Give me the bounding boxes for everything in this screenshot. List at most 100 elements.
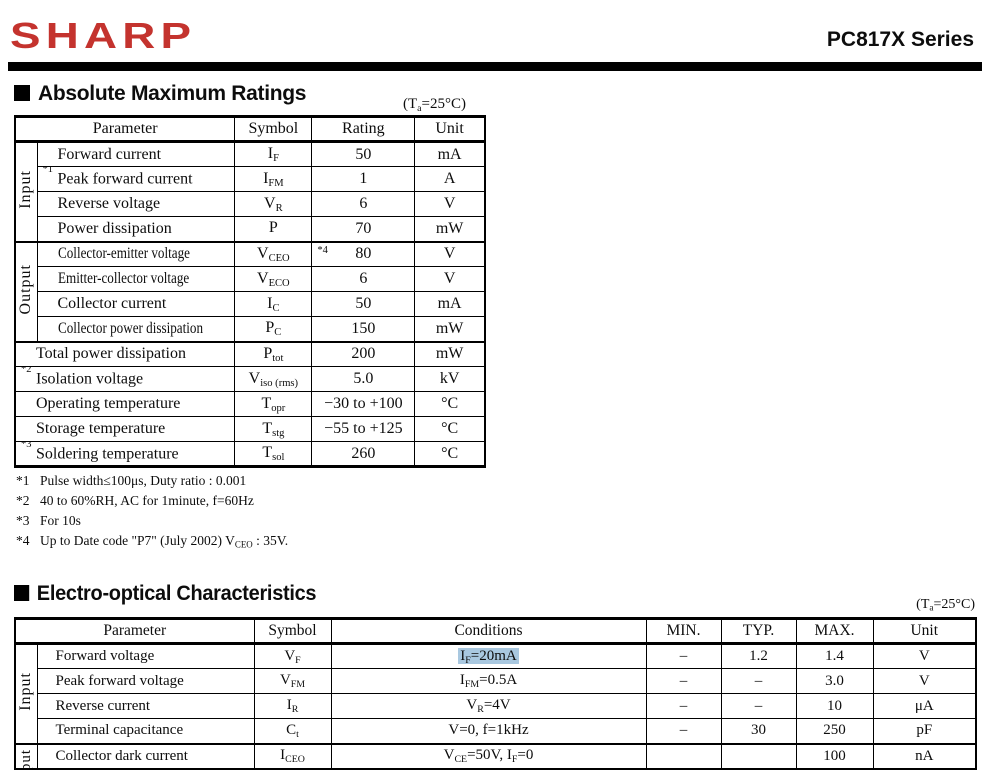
col-rating: Rating [311,116,416,143]
section-title: Electro-optical Characteristics [14,582,317,606]
header-divider-bar [8,62,982,71]
table-row: Collector power dissipation PC 150 mW [15,316,486,342]
rating-cell: *4 80 [311,240,416,267]
table-row: Power dissipation P 70 mW [15,216,486,242]
unit-cell: mA [414,141,486,167]
symbol-cell: Ct [253,718,332,744]
unit-cell: mA [414,291,486,317]
max-cell: 1.4 [795,643,874,669]
unit-cell: mW [414,316,486,342]
rating-cell: 50 [311,141,416,167]
table-row: *1Peak forward current IFM 1 A [15,166,486,192]
col-unit: Unit [414,116,486,143]
table-row: Terminal capacitance Ct V=0, f=1kHz – 30… [15,718,977,744]
ambient-temp-note: (Ta=25°C) [402,96,466,114]
symbol-cell: PC [234,316,313,342]
param-cell: Storage temperature [14,416,236,442]
rating-cell: −55 to +125 [311,416,416,442]
table-row: Output Collector dark current ICEO VCE=5… [14,742,977,769]
table-row: Total power dissipation Ptot 200 mW [14,340,486,367]
footnote-3: *3 For 10s [16,512,81,528]
typ-cell: 1.2 [720,643,797,669]
param-cell: Total power dissipation [14,340,236,367]
symbol-cell: Ptot [234,340,313,367]
col-conditions: Conditions [330,618,647,645]
unit-cell: V [872,643,977,669]
unit-cell: pF [872,718,977,744]
footnotes: *1 Pulse width≤100μs, Duty ratio : 0.001 … [16,473,288,553]
param-cell: *3Soldering temperature [14,441,236,467]
max-cell: 3.0 [795,668,874,694]
unit-cell: V [414,191,486,217]
col-unit: Unit [872,618,977,645]
unit-cell: A [414,166,486,192]
table-row: Input Forward current IF 50 mA [14,141,486,242]
col-parameter: Parameter [14,116,236,143]
rating-cell: 5.0 [311,366,416,392]
section-title-text: Absolute Maximum Ratings [38,82,307,105]
group-output-label: Output [14,240,38,342]
param-cell: Operating temperature [14,391,236,417]
table-header-row: Parameter Symbol Conditions MIN. TYP. MA… [14,618,977,645]
unit-cell: V [414,266,486,292]
param-cell: Collector-emitter voltage [36,240,236,267]
col-max: MAX. [795,618,874,645]
unit-cell: nA [872,742,977,769]
black-square-icon [14,85,30,101]
max-cell: 10 [795,693,874,719]
table-row: Reverse voltage VR 6 V [15,191,486,217]
selected-text-highlight[interactable]: IF=20mA [458,647,519,666]
rating-cell: 1 [311,166,416,192]
col-symbol: Symbol [253,618,332,645]
symbol-cell: IR [253,693,332,719]
table-row: Operating temperature Topr −30 to +100 °… [14,391,486,417]
symbol-cell: Topr [234,391,313,417]
col-parameter: Parameter [14,618,255,645]
table-row: Collector current IC 50 mA [15,291,486,317]
table-row: Reverse current IR VR=4V – – 10 μA [15,693,977,719]
unit-cell: °C [414,391,486,417]
unit-cell: mW [414,340,486,367]
rating-cell: 6 [311,266,416,292]
section-title: Absolute Maximum Ratings [14,82,306,106]
param-cell: *2Isolation voltage [14,366,236,392]
table-row: Emitter-collector voltage VECO 6 V [15,266,486,292]
min-cell: – [645,693,722,719]
typ-cell [720,742,797,769]
param-cell: Reverse current [36,693,255,719]
conditions-cell: IF=20mA [330,643,647,669]
ambient-temp-note: (Ta=25°C) [916,597,975,613]
unit-cell: °C [414,441,486,467]
typ-cell: 30 [720,718,797,744]
unit-cell: V [414,240,486,267]
table-row: Output Collector-emitter voltage VCEO *4… [14,240,486,342]
section-title-text: Electro-optical Characteristics [36,582,317,605]
param-cell: Power dissipation [36,216,236,242]
table-header-row: Parameter Symbol Rating Unit [14,116,486,143]
symbol-cell: VECO [234,266,313,292]
rating-cell: 150 [311,316,416,342]
param-cell: Forward voltage [36,643,255,669]
param-cell: Emitter-collector voltage [36,266,236,292]
symbol-cell: Tsol [234,441,313,467]
col-typ: TYP. [720,618,797,645]
symbol-cell: VCEO [234,240,313,267]
rating-cell: 6 [311,191,416,217]
footnote-4: *4 Up to Date code "P7" (July 2002) VCEO … [16,532,289,550]
rating-cell: 50 [311,291,416,317]
electro-optical-characteristics-table: Parameter Symbol Conditions MIN. TYP. MA… [14,617,977,770]
max-cell: 100 [795,742,874,769]
group-output-label: Output [14,742,38,769]
min-cell: – [645,668,722,694]
symbol-cell: IC [234,291,313,317]
param-cell: Forward current [36,141,236,167]
min-cell: – [645,643,722,669]
rating-cell: 200 [311,340,416,367]
group-input-label: Input [14,643,38,744]
typ-cell: – [720,693,797,719]
series-title: PC817X Series [826,28,974,51]
min-cell [645,742,722,769]
footnote-2: *2 40 to 60%RH, AC for 1minute, f=60Hz [16,492,254,508]
col-symbol: Symbol [234,116,313,143]
